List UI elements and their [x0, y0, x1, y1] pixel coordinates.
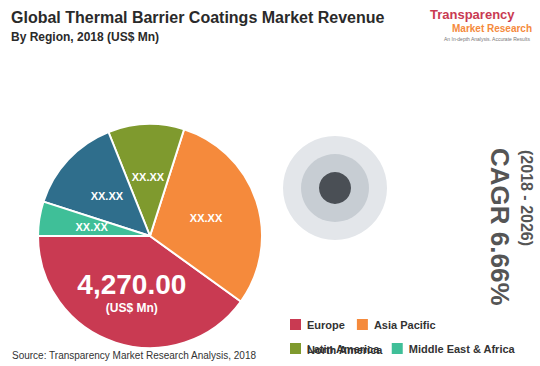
svg-text:XX.XX: XX.XX: [132, 171, 165, 183]
svg-text:4,270.00: 4,270.00: [77, 269, 186, 300]
svg-text:CAGR 6.66%: CAGR 6.66%: [485, 148, 515, 306]
svg-text:Transparency: Transparency: [430, 7, 515, 22]
svg-text:Middle East & Africa: Middle East & Africa: [409, 343, 516, 355]
svg-text:Source: Transparency Market Re: Source: Transparency Market Research Ana…: [12, 350, 256, 361]
svg-text:Europe: Europe: [307, 319, 345, 331]
svg-text:By Region, 2018 (US$ Mn): By Region, 2018 (US$ Mn): [11, 30, 159, 44]
svg-text:An In-depth Analysis. Accurate: An In-depth Analysis. Accurate Results: [444, 36, 530, 42]
svg-text:XX.XX: XX.XX: [91, 190, 124, 202]
svg-text:(US$ Mn): (US$ Mn): [106, 301, 158, 315]
svg-text:Market Research: Market Research: [452, 23, 532, 34]
svg-text:Global Thermal Barrier Coating: Global Thermal Barrier Coatings Market R…: [11, 9, 385, 26]
svg-text:Latin America: Latin America: [307, 343, 380, 355]
svg-text:North America: North America: [307, 344, 383, 356]
svg-text:XX.XX: XX.XX: [76, 221, 109, 233]
svg-text:(2018 - 2026): (2018 - 2026): [518, 150, 535, 246]
svg-text:Asia Pacific: Asia Pacific: [374, 319, 436, 331]
svg-text:XX.XX: XX.XX: [190, 212, 223, 224]
